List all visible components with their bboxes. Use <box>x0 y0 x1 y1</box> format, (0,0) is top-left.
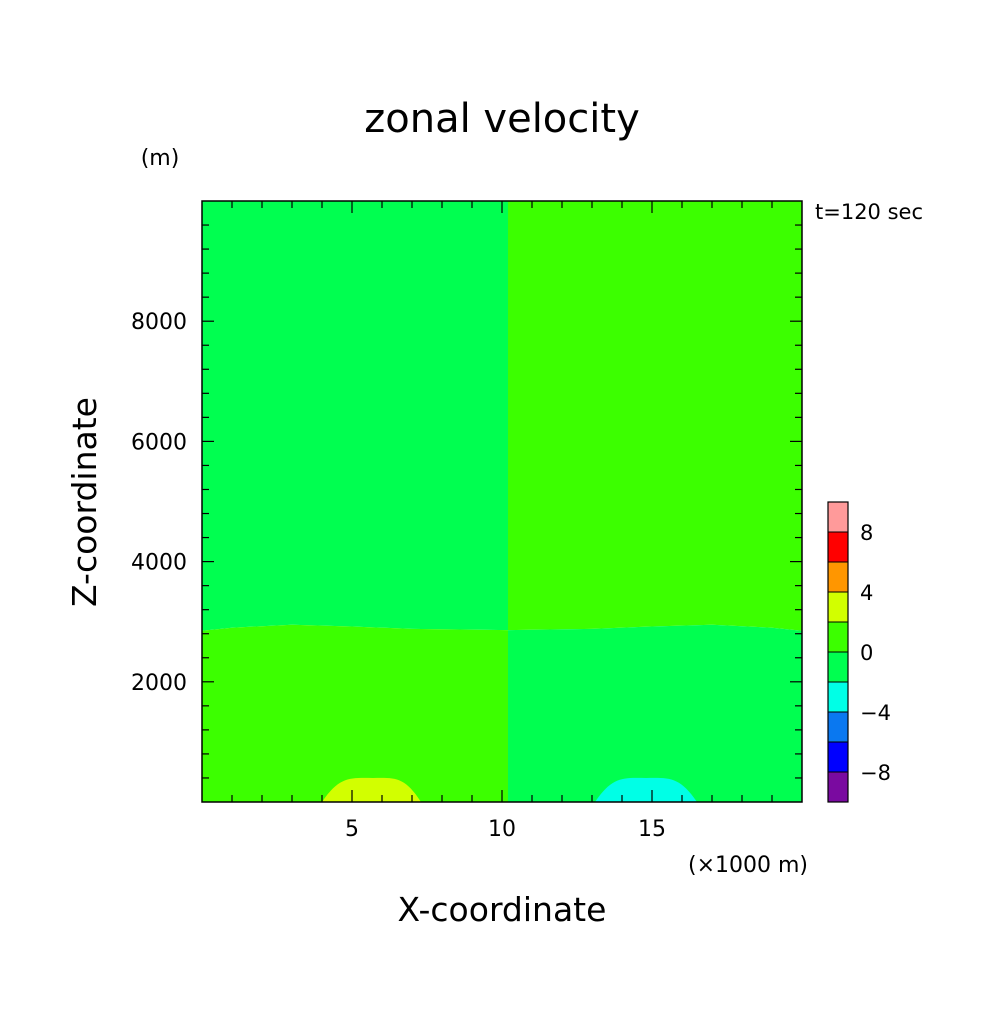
x-tick-label: 10 <box>488 817 516 842</box>
colorbar-tick-label: −8 <box>860 761 891 785</box>
chart-title: zonal velocity <box>364 96 640 142</box>
colorbar-swatch <box>827 621 849 653</box>
x-axis: 5 10 15 <box>231 201 773 842</box>
colorbar-swatch <box>827 771 849 803</box>
region-lower-left <box>202 624 508 802</box>
colorbar-tick-label: 8 <box>860 521 873 545</box>
colorbar-swatch <box>827 711 849 743</box>
region-upper-left <box>202 201 508 631</box>
y-unit-label: (m) <box>141 146 180 171</box>
y-axis-title: Z-coordinate <box>65 397 104 607</box>
x-axis-title: X-coordinate <box>398 890 607 929</box>
region-upper-right <box>508 201 802 631</box>
y-tick-label: 8000 <box>131 310 187 335</box>
colorbar-tick-label: 4 <box>860 581 873 605</box>
plot-area <box>201 200 803 803</box>
y-axis: 2000 4000 6000 8000 <box>131 224 802 779</box>
time-label: t=120 sec <box>815 200 923 224</box>
colorbar: −8 −4 0 4 8 <box>827 501 891 803</box>
y-tick-label: 2000 <box>131 671 187 696</box>
colorbar-swatch <box>827 651 849 683</box>
colorbar-tick-label: 0 <box>860 641 873 665</box>
colorbar-swatch <box>827 591 849 623</box>
colorbar-swatch <box>827 501 849 533</box>
x-tick-label: 15 <box>638 817 666 842</box>
colorbar-swatch <box>827 741 849 773</box>
y-tick-label: 6000 <box>131 430 187 455</box>
colorbar-swatch <box>827 531 849 563</box>
colorbar-tick-label: −4 <box>860 701 891 725</box>
region-bottom-left-bump <box>322 777 421 802</box>
colorbar-swatch <box>827 561 849 593</box>
x-tick-label: 5 <box>345 817 359 842</box>
region-bottom-right-bump <box>595 777 697 802</box>
region-lower-right <box>508 624 802 802</box>
y-tick-label: 4000 <box>131 551 187 576</box>
x-unit-label: (×1000 m) <box>688 853 808 878</box>
colorbar-swatch <box>827 681 849 713</box>
colorbar-frame <box>827 501 849 803</box>
